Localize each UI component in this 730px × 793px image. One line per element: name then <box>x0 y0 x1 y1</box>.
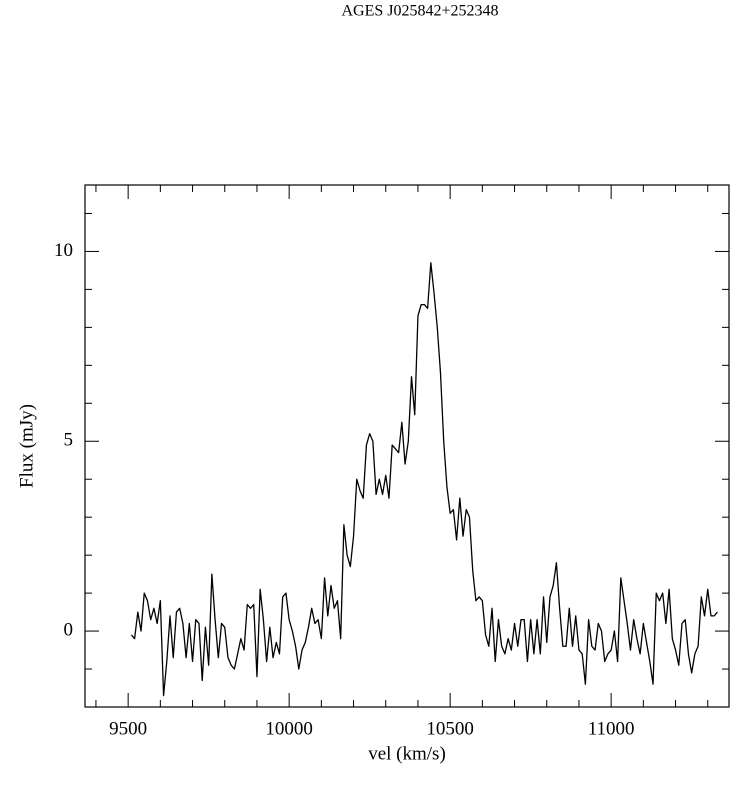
x-tick-label: 11000 <box>588 718 635 739</box>
x-axis-label: vel (km/s) <box>368 743 446 764</box>
spectrum-line <box>130 262 718 697</box>
y-tick-label: 0 <box>64 619 74 640</box>
y-axis-label: Flux (mJy) <box>16 404 37 488</box>
x-tick-label: 9500 <box>109 718 147 739</box>
x-tick-label: 10500 <box>426 718 474 739</box>
plot-frame <box>84 184 730 708</box>
y-tick-label: 5 <box>64 430 74 451</box>
y-tick-label: 10 <box>54 240 73 261</box>
chart-title: AGES J025842+252348 <box>341 3 498 20</box>
x-tick-label: 10000 <box>265 718 313 739</box>
